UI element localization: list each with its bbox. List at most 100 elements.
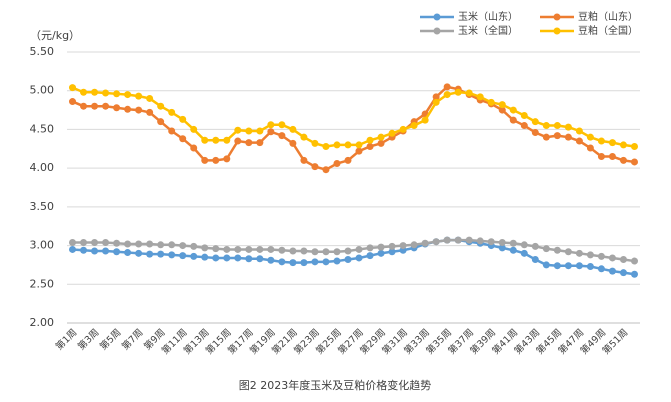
data-point — [619, 269, 627, 277]
data-point — [124, 91, 132, 99]
data-point — [267, 121, 275, 129]
data-point — [476, 93, 484, 101]
legend-marker — [433, 27, 441, 35]
data-point — [630, 257, 638, 265]
data-point — [509, 106, 517, 114]
data-point — [212, 254, 220, 262]
data-point — [179, 252, 187, 260]
data-point — [586, 262, 594, 270]
data-point — [432, 98, 440, 106]
data-point — [443, 83, 451, 91]
data-point — [80, 246, 88, 254]
data-point — [267, 245, 275, 253]
data-point — [157, 102, 165, 110]
data-point — [311, 248, 319, 256]
data-point — [135, 240, 143, 248]
data-point — [333, 248, 341, 256]
data-point — [311, 258, 319, 266]
y-tick-label: 4.50 — [30, 122, 55, 135]
data-point — [520, 111, 528, 119]
data-point — [630, 142, 638, 150]
chart-title: 图2 2023年度玉米及豆粕价格变化趋势 — [239, 378, 432, 392]
data-point — [377, 243, 385, 251]
series-line — [72, 238, 635, 263]
data-point — [355, 254, 363, 262]
data-point — [432, 93, 440, 101]
data-point — [124, 105, 132, 113]
data-point — [256, 127, 264, 135]
data-point — [344, 156, 352, 164]
data-point — [377, 249, 385, 257]
data-point — [69, 84, 77, 92]
data-point — [91, 88, 99, 96]
data-point — [355, 147, 363, 155]
data-point — [553, 262, 561, 270]
data-point — [520, 122, 528, 130]
data-point — [190, 144, 198, 152]
data-point — [333, 257, 341, 265]
data-point — [564, 248, 572, 256]
data-point — [168, 108, 176, 116]
data-point — [553, 122, 561, 130]
data-point — [223, 155, 231, 163]
data-point — [289, 139, 297, 147]
data-point — [586, 251, 594, 259]
data-point — [190, 242, 198, 250]
data-point — [80, 238, 88, 246]
data-point — [553, 132, 561, 140]
data-point — [157, 118, 165, 126]
data-point — [608, 267, 616, 275]
y-tick-label: 3.00 — [30, 239, 55, 252]
x-tick-label: 第7周 — [119, 326, 145, 352]
data-point — [157, 241, 165, 249]
data-point — [366, 136, 374, 144]
data-point — [498, 106, 506, 114]
data-point — [168, 127, 176, 135]
data-point — [190, 252, 198, 260]
data-point — [377, 133, 385, 141]
data-point — [179, 115, 187, 123]
data-point — [201, 253, 209, 261]
data-point — [564, 262, 572, 270]
data-point — [322, 258, 330, 266]
y-tick-label: 2.50 — [30, 277, 55, 290]
data-point — [586, 133, 594, 141]
data-point — [245, 255, 253, 263]
data-point — [190, 125, 198, 133]
data-point — [201, 136, 209, 144]
legend-label: 玉米（全国） — [458, 24, 518, 37]
data-point — [278, 258, 286, 266]
data-point — [388, 129, 396, 137]
data-point — [509, 239, 517, 247]
data-point — [223, 136, 231, 144]
data-point — [102, 247, 110, 255]
data-point — [432, 238, 440, 246]
data-point — [289, 247, 297, 255]
data-point — [300, 133, 308, 141]
data-point — [344, 256, 352, 264]
data-point — [289, 125, 297, 133]
data-point — [113, 248, 121, 256]
data-point — [608, 139, 616, 147]
data-point — [454, 88, 462, 96]
y-tick-label: 4.00 — [30, 161, 55, 174]
data-point — [124, 249, 132, 257]
data-point — [619, 156, 627, 164]
data-point — [388, 248, 396, 256]
data-point — [366, 252, 374, 260]
data-point — [223, 245, 231, 253]
data-point — [267, 256, 275, 264]
data-point — [267, 128, 275, 136]
data-point — [69, 238, 77, 246]
data-point — [377, 139, 385, 147]
data-point — [289, 259, 297, 267]
data-point — [575, 137, 583, 145]
data-point — [212, 156, 220, 164]
data-point — [564, 123, 572, 131]
data-point — [311, 139, 319, 147]
data-point — [146, 240, 154, 248]
data-point — [399, 242, 407, 250]
data-point — [146, 108, 154, 116]
data-point — [465, 89, 473, 97]
